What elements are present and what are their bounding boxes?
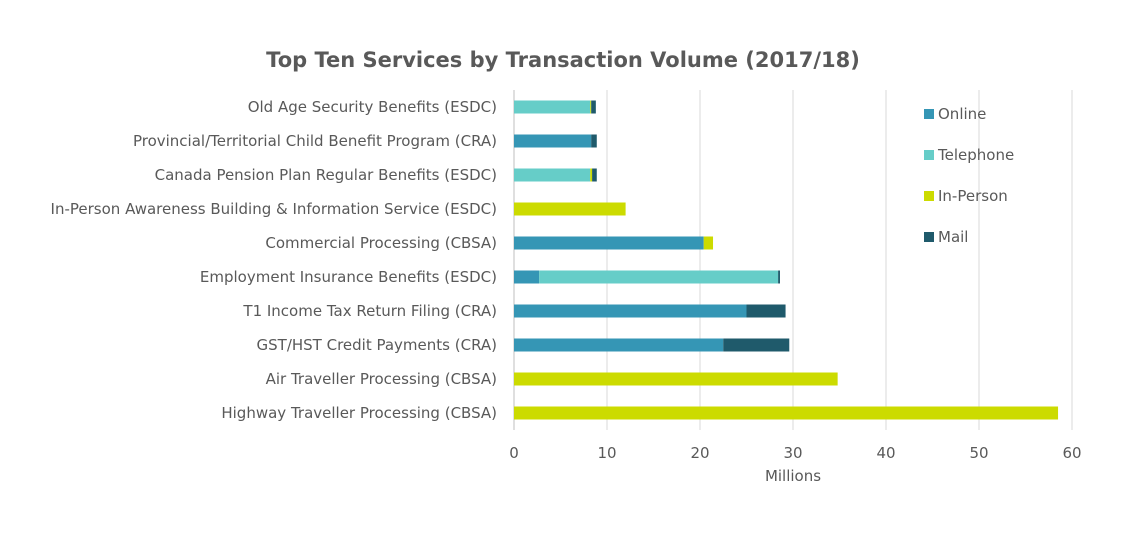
bar-segment-in-person [514,202,626,216]
legend-label: Telephone [937,146,1014,164]
chart-title: Top Ten Services by Transaction Volume (… [266,48,860,72]
x-tick-label: 50 [969,444,988,462]
category-labels: Old Age Security Benefits (ESDC) Provinci… [51,98,497,422]
legend-swatch [924,232,934,242]
bar-segment-online [514,236,704,250]
bars [514,100,1059,420]
x-tick-label: 20 [690,444,709,462]
x-axis-title: Millions [765,467,821,485]
bar-segment-online [514,304,747,318]
category-label: Air Traveller Processing (CBSA) [266,370,497,388]
legend-label: Mail [938,228,968,246]
bar-segment-in-person [514,372,838,386]
legend-label: Online [938,105,986,123]
bar-segment-online [514,134,592,148]
bar-segment-online [514,270,540,284]
x-tick-label: 60 [1062,444,1081,462]
category-label: Commercial Processing (CBSA) [265,234,497,252]
bar-segment-telephone [514,168,591,182]
category-label: T1 Income Tax Return Filing (CRA) [242,302,497,320]
legend-swatch [924,109,934,119]
x-tick-label: 40 [876,444,895,462]
category-label: Employment Insurance Benefits (ESDC) [200,268,497,286]
category-label: Highway Traveller Processing (CBSA) [221,404,497,422]
bar-segment-mail [592,168,597,182]
category-label: GST/HST Credit Payments (CRA) [257,336,497,354]
bar-segment-in-person [590,100,592,114]
bar-segment-online [514,338,724,352]
x-tick-label: 0 [509,444,519,462]
bar-segment-mail [778,270,780,284]
legend: Online Telephone In-Person Mail [924,105,1014,246]
gridlines [513,90,1073,430]
bar-segment-in-person [703,236,714,250]
bar-segment-telephone [539,270,779,284]
bar-segment-in-person [514,406,1059,420]
category-label: Provincial/Territorial Child Benefit Pro… [133,132,497,150]
legend-swatch [924,191,934,201]
category-label: Old Age Security Benefits (ESDC) [248,98,497,116]
legend-label: In-Person [938,187,1008,205]
bar-segment-mail [723,338,790,352]
bar-segment-mail [591,134,597,148]
bar-segment-mail [746,304,786,318]
legend-swatch [924,150,934,160]
bar-segment-mail [591,100,596,114]
bar-segment-telephone [514,100,591,114]
bar-segment-in-person [590,168,593,182]
x-axis-tick-labels: 0 10 20 30 40 50 60 [509,444,1081,462]
x-tick-label: 10 [597,444,616,462]
category-label: Canada Pension Plan Regular Benefits (ES… [155,166,497,184]
category-label: In-Person Awareness Building & Informati… [51,200,497,218]
x-tick-label: 30 [783,444,802,462]
